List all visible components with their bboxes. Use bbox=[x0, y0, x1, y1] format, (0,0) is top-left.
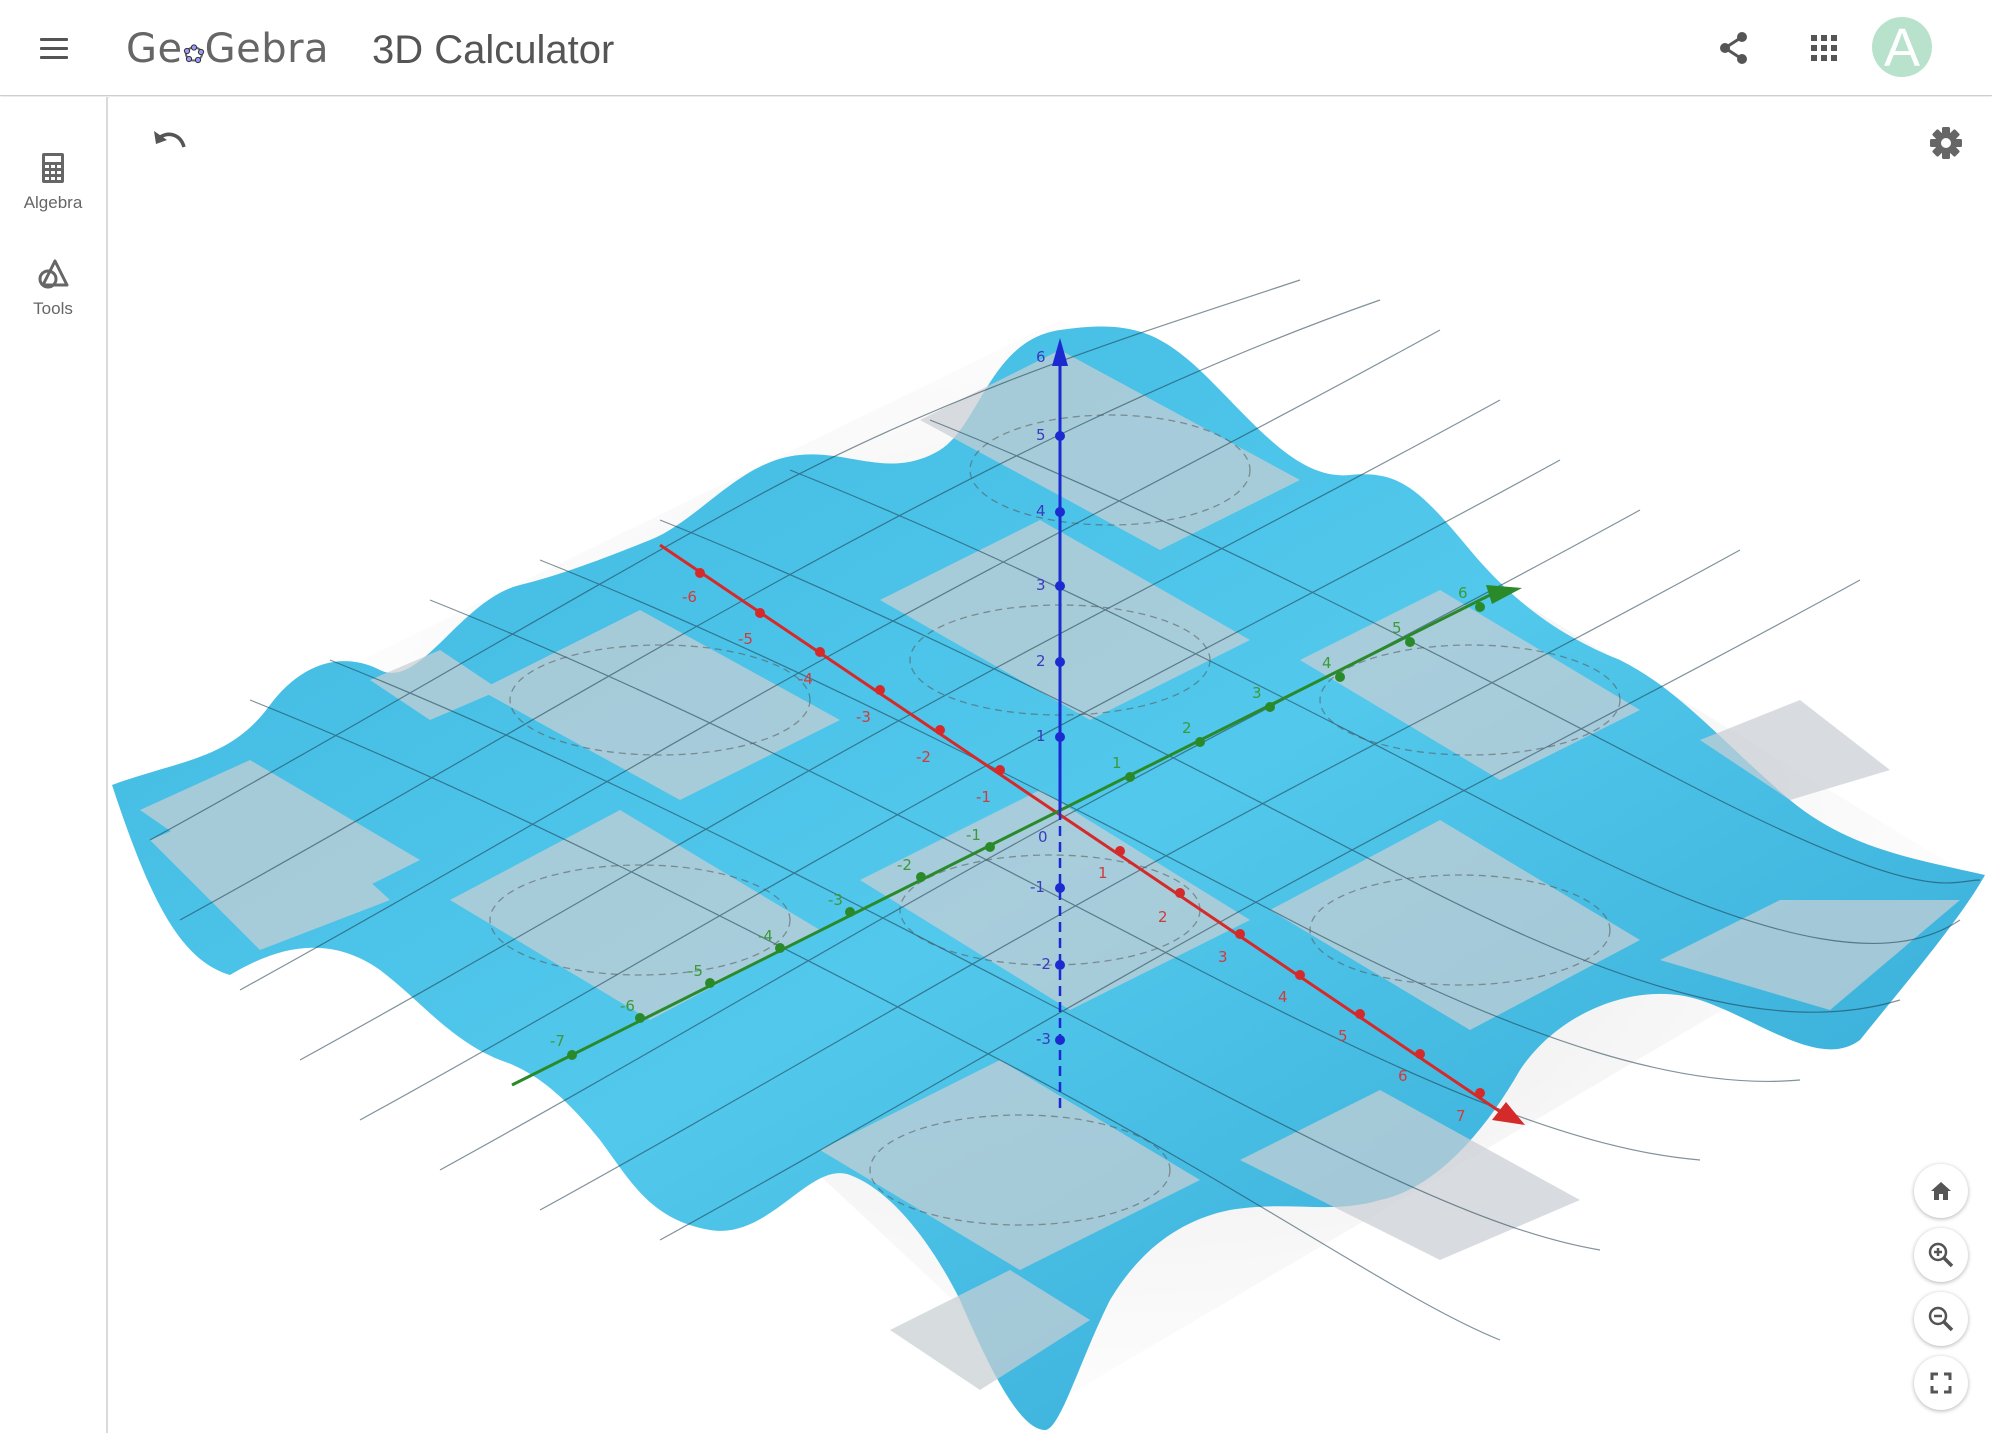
z-tick-label: 2 bbox=[1036, 652, 1046, 670]
y-tick-label: 3 bbox=[1252, 684, 1262, 702]
y-tick-label: -2 bbox=[897, 856, 912, 874]
x-tick-label: -2 bbox=[916, 748, 931, 766]
z-tick-label: -3 bbox=[1036, 1030, 1051, 1048]
x-tick-label: -4 bbox=[798, 670, 813, 688]
y-axis-labels: -7 -6 -5 -4 -3 -2 -1 1 2 3 4 5 6 bbox=[550, 584, 1468, 1050]
x-tick-label: -6 bbox=[682, 588, 697, 606]
app-header: Ge Gebra 3D Calculator A bbox=[0, 0, 1992, 96]
logo-mark-icon bbox=[183, 28, 205, 64]
y-tick-label: 6 bbox=[1458, 584, 1468, 602]
sidebar-item-label: Algebra bbox=[23, 193, 83, 212]
z-tick-label: 6 bbox=[1036, 348, 1046, 366]
sidebar: Algebra Tools bbox=[0, 97, 108, 1433]
x-tick-label: 6 bbox=[1398, 1067, 1408, 1085]
fullscreen-icon[interactable] bbox=[1914, 1356, 1968, 1410]
x-axis-labels: -6 -5 -4 -3 -2 -1 1 2 3 4 5 6 7 bbox=[682, 588, 1466, 1125]
calculator-icon bbox=[42, 153, 64, 183]
graphics-3d-view[interactable]: -6 -5 -4 -3 -2 -1 1 2 3 4 5 6 7 -7 -6 bbox=[110, 97, 1992, 1433]
sidebar-item-algebra[interactable]: Algebra bbox=[0, 151, 106, 241]
y-tick-label: 2 bbox=[1182, 719, 1192, 737]
z-tick-label: 0 bbox=[1038, 828, 1048, 846]
logo-text-right: Gebra bbox=[204, 26, 330, 72]
x-tick-label: 4 bbox=[1278, 988, 1288, 1006]
home-icon[interactable] bbox=[1914, 1164, 1968, 1218]
z-tick-label: 4 bbox=[1036, 502, 1046, 520]
y-tick-label: -3 bbox=[828, 891, 843, 909]
x-tick-label: 7 bbox=[1456, 1107, 1466, 1125]
y-tick-label: -4 bbox=[758, 927, 773, 945]
y-axis bbox=[511, 585, 1522, 1087]
user-avatar[interactable]: A bbox=[1872, 17, 1932, 78]
y-tick-label: 1 bbox=[1112, 754, 1122, 772]
y-tick-label: 4 bbox=[1322, 654, 1332, 672]
z-tick-label: -2 bbox=[1036, 955, 1051, 973]
settings-gear-icon[interactable] bbox=[1920, 117, 1972, 169]
y-axis-ticks bbox=[567, 602, 1485, 1060]
z-tick-label: -1 bbox=[1030, 878, 1045, 896]
z-axis-labels: -3 -2 -1 0 1 2 3 4 5 6 bbox=[1030, 348, 1051, 1048]
x-axis bbox=[659, 543, 1525, 1125]
x-tick-label: 5 bbox=[1338, 1027, 1348, 1045]
x-tick-label: 3 bbox=[1218, 948, 1228, 966]
x-tick-label: -3 bbox=[856, 708, 871, 726]
y-tick-label: -6 bbox=[620, 997, 635, 1015]
x-tick-label: 1 bbox=[1098, 864, 1108, 882]
y-tick-label: -5 bbox=[688, 962, 703, 980]
x-tick-label: -1 bbox=[976, 788, 991, 806]
x-axis-ticks bbox=[695, 568, 1485, 1098]
x-tick-label: 2 bbox=[1158, 908, 1168, 926]
y-tick-label: 5 bbox=[1392, 619, 1402, 637]
apps-grid-icon[interactable] bbox=[1800, 24, 1848, 72]
share-icon[interactable] bbox=[1710, 24, 1758, 72]
logo-text-left: Ge bbox=[126, 26, 183, 72]
menu-icon[interactable] bbox=[32, 28, 76, 68]
z-tick-label: 1 bbox=[1036, 727, 1046, 745]
z-tick-label: 3 bbox=[1036, 576, 1046, 594]
zoom-out-icon[interactable] bbox=[1914, 1292, 1968, 1346]
sidebar-item-label: Tools bbox=[33, 299, 73, 318]
app-title: 3D Calculator bbox=[372, 28, 615, 72]
z-axis-ticks bbox=[1055, 431, 1065, 1045]
z-tick-label: 5 bbox=[1036, 426, 1046, 444]
geogebra-logo: Ge Gebra bbox=[126, 26, 329, 72]
y-tick-label: -1 bbox=[966, 826, 981, 844]
surface-plot[interactable]: -6 -5 -4 -3 -2 -1 1 2 3 4 5 6 7 -7 -6 bbox=[110, 97, 1992, 1433]
undo-icon[interactable] bbox=[144, 117, 196, 169]
tools-shapes-icon bbox=[38, 259, 69, 289]
zoom-in-icon[interactable] bbox=[1914, 1228, 1968, 1282]
sidebar-item-tools[interactable]: Tools bbox=[0, 257, 106, 347]
y-tick-label: -7 bbox=[550, 1032, 565, 1050]
x-tick-label: -5 bbox=[738, 630, 753, 648]
